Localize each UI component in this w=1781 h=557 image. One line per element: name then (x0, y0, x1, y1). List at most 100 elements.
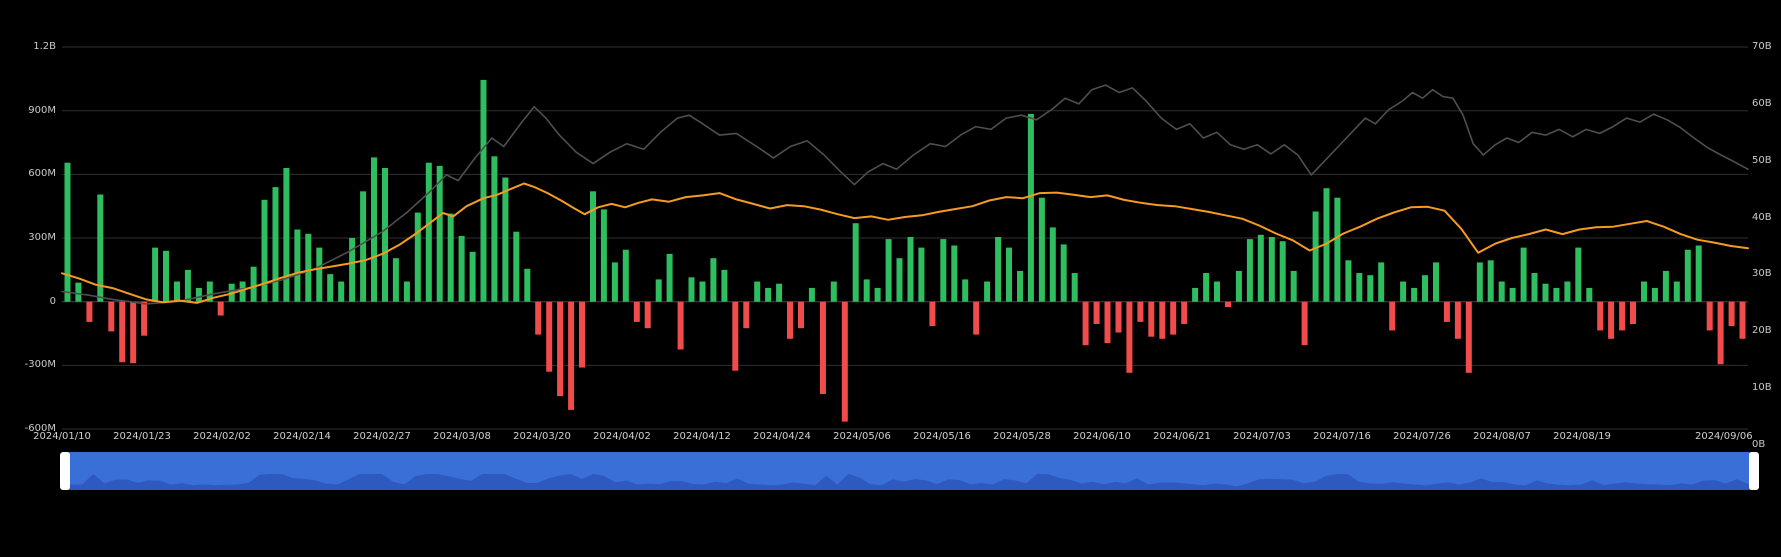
inflow-bar[interactable] (590, 191, 596, 302)
range-scrollbar[interactable] (60, 452, 1759, 490)
outflow-bar[interactable] (557, 301, 564, 397)
inflow-bar[interactable] (524, 268, 531, 302)
outflow-bar[interactable] (130, 301, 137, 364)
outflow-bar[interactable] (1137, 301, 1144, 322)
inflow-bar[interactable] (622, 249, 629, 302)
inflow-bar[interactable] (1017, 270, 1023, 302)
scrollbar-right-handle[interactable] (1749, 452, 1759, 490)
inflow-bar[interactable] (1345, 260, 1352, 302)
inflow-bar[interactable] (502, 177, 509, 302)
inflow-bar[interactable] (1433, 262, 1439, 302)
inflow-bar[interactable] (1487, 260, 1494, 302)
inflow-bar[interactable] (1268, 237, 1275, 302)
inflow-bar[interactable] (392, 258, 399, 302)
inflow-bar[interactable] (1312, 211, 1319, 302)
outflow-bar[interactable] (819, 301, 826, 394)
inflow-bar[interactable] (206, 281, 213, 302)
inflow-bar[interactable] (458, 235, 465, 302)
inflow-bar[interactable] (710, 258, 717, 302)
inflow-bar[interactable] (962, 279, 969, 302)
inflow-bar[interactable] (1006, 247, 1012, 302)
inflow-bar[interactable] (283, 168, 290, 302)
inflow-bar[interactable] (1662, 270, 1669, 302)
outflow-bar[interactable] (1170, 301, 1177, 335)
outflow-bar[interactable] (1608, 301, 1615, 339)
inflow-bar[interactable] (272, 187, 279, 302)
outflow-bar[interactable] (929, 301, 936, 327)
outflow-bar[interactable] (217, 301, 224, 316)
inflow-bar[interactable] (1246, 239, 1253, 302)
inflow-bar[interactable] (666, 253, 673, 302)
inflow-bar[interactable] (1586, 287, 1593, 302)
inflow-bar[interactable] (1411, 287, 1418, 302)
outflow-bar[interactable] (86, 301, 93, 322)
inflow-bar[interactable] (163, 250, 169, 302)
inflow-bar[interactable] (776, 283, 783, 302)
inflow-bar[interactable] (480, 79, 487, 302)
flow-bars-layer[interactable] (64, 79, 1746, 422)
outflow-bar[interactable] (108, 301, 115, 332)
outflow-bar[interactable] (1597, 301, 1604, 331)
outflow-bar[interactable] (1728, 301, 1735, 327)
inflow-bar[interactable] (1038, 197, 1045, 302)
inflow-bar[interactable] (403, 281, 410, 302)
inflow-bar[interactable] (491, 156, 498, 302)
inflow-bar[interactable] (447, 213, 454, 302)
outflow-bar[interactable] (732, 301, 739, 371)
inflow-bar[interactable] (1651, 287, 1658, 302)
inflow-bar[interactable] (918, 247, 925, 302)
inflow-bar[interactable] (863, 279, 870, 302)
outflow-bar[interactable] (1443, 301, 1450, 322)
inflow-bar[interactable] (436, 165, 443, 302)
inflow-bar[interactable] (414, 212, 421, 302)
inflow-bar[interactable] (327, 274, 334, 302)
inflow-bar[interactable] (830, 281, 837, 302)
inflow-bar[interactable] (349, 238, 356, 302)
outflow-bar[interactable] (1706, 301, 1713, 331)
inflow-bar[interactable] (1049, 227, 1056, 302)
inflow-bar[interactable] (1334, 197, 1341, 302)
inflow-bar[interactable] (765, 287, 772, 302)
outflow-bar[interactable] (1115, 301, 1122, 333)
inflow-bar[interactable] (97, 194, 104, 302)
inflow-bar[interactable] (995, 237, 1002, 302)
inflow-bar[interactable] (261, 199, 268, 302)
outflow-bar[interactable] (1465, 301, 1472, 373)
inflow-bar[interactable] (600, 209, 607, 302)
inflow-bar[interactable] (611, 262, 618, 302)
inflow-bar[interactable] (808, 287, 815, 302)
outflow-bar[interactable] (1148, 301, 1155, 337)
outflow-bar[interactable] (1454, 301, 1461, 339)
outflow-bar[interactable] (1159, 301, 1166, 339)
inflow-bar[interactable] (874, 287, 881, 302)
inflow-bar[interactable] (1520, 247, 1527, 302)
outflow-bar[interactable] (644, 301, 651, 329)
inflow-bar[interactable] (1203, 273, 1210, 302)
outflow-bar[interactable] (1619, 301, 1626, 331)
outflow-bar[interactable] (1082, 301, 1089, 346)
inflow-bar[interactable] (250, 266, 257, 302)
inflow-bar[interactable] (469, 251, 476, 302)
inflow-bar[interactable] (699, 281, 706, 302)
inflow-bar[interactable] (984, 281, 991, 302)
inflow-bar[interactable] (1684, 249, 1691, 302)
inflow-bar[interactable] (1498, 281, 1505, 302)
inflow-bar[interactable] (294, 229, 301, 302)
inflow-bar[interactable] (1279, 241, 1286, 302)
inflow-bar[interactable] (1192, 287, 1199, 302)
inflow-bar[interactable] (852, 223, 859, 302)
inflow-bar[interactable] (940, 239, 947, 302)
inflow-bar[interactable] (907, 237, 914, 302)
inflow-bar[interactable] (1400, 281, 1407, 302)
inflow-bar[interactable] (316, 247, 323, 302)
inflow-bar[interactable] (1367, 275, 1374, 302)
outflow-bar[interactable] (1104, 301, 1111, 344)
inflow-bar[interactable] (75, 282, 82, 302)
outflow-bar[interactable] (141, 301, 148, 336)
outflow-bar[interactable] (787, 301, 793, 339)
inflow-bar[interactable] (152, 247, 159, 302)
inflow-bar[interactable] (1071, 273, 1078, 302)
inflow-bar[interactable] (1422, 275, 1428, 302)
inflow-bar[interactable] (1564, 281, 1571, 302)
